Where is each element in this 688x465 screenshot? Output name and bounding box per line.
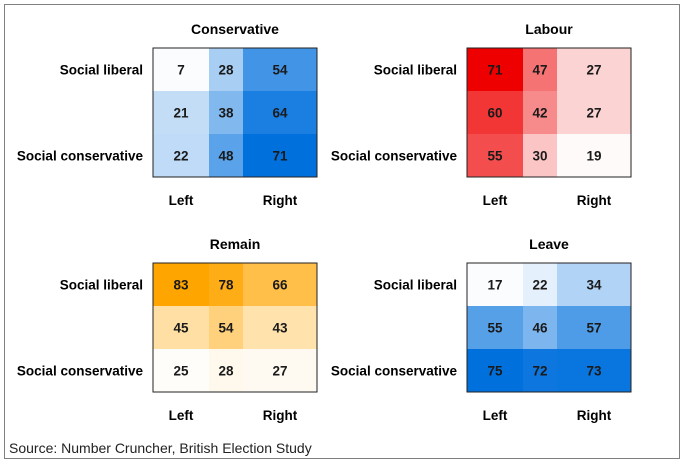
cell-value-conservative: 21: [173, 106, 189, 121]
cell-value-labour: 60: [487, 106, 502, 121]
cell-value-conservative: 38: [218, 106, 234, 121]
cell-value-leave: 75: [487, 364, 503, 379]
heatmap-cell-leave: [557, 263, 631, 306]
cell-value-leave: 55: [487, 321, 503, 336]
row-label: Social liberal: [60, 63, 143, 78]
heatmap-cell-conservative: [209, 48, 243, 91]
col-label: Left: [483, 408, 508, 423]
heatmap-cell-leave: [467, 306, 523, 349]
heatmap-cell-labour: [557, 91, 631, 134]
panel-title-remain: Remain: [210, 236, 261, 252]
cell-value-remain: 54: [218, 321, 234, 336]
heatmap-cell-remain: [209, 306, 243, 349]
heatmap-cell-leave: [557, 349, 631, 392]
row-label: Social conservative: [17, 149, 144, 164]
heatmap-cell-remain: [243, 263, 317, 306]
cell-value-remain: 43: [272, 321, 288, 336]
col-label: Right: [263, 193, 298, 208]
col-label: Left: [169, 193, 194, 208]
heatmap-cell-conservative: [153, 48, 209, 91]
heatmap-cell-labour: [523, 134, 557, 177]
heatmap-cell-labour: [557, 134, 631, 177]
heatmap-cell-remain: [209, 263, 243, 306]
heatmap-cell-labour: [467, 91, 523, 134]
grid-border-remain: [152, 262, 318, 393]
cell-value-labour: 42: [532, 106, 547, 121]
heatmap-cell-leave: [523, 306, 557, 349]
source-note: Source: Number Cruncher, British Electio…: [9, 440, 312, 456]
cell-value-labour: 19: [586, 149, 601, 164]
heatmap-cell-leave: [523, 263, 557, 306]
cell-value-labour: 47: [532, 63, 547, 78]
heatmap-cell-remain: [153, 306, 209, 349]
heatmap-cell-remain: [153, 349, 209, 392]
cell-value-conservative: 71: [272, 149, 288, 164]
cell-value-leave: 46: [532, 321, 548, 336]
cell-value-leave: 22: [532, 278, 547, 293]
cell-value-conservative: 48: [218, 149, 234, 164]
cell-value-leave: 57: [586, 321, 601, 336]
row-label: Social liberal: [374, 278, 457, 293]
heatmap-cell-labour: [467, 48, 523, 91]
cell-value-labour: 27: [586, 106, 601, 121]
cell-value-leave: 17: [487, 278, 502, 293]
cell-value-remain: 66: [272, 278, 288, 293]
grid-border-conservative: [152, 47, 318, 178]
col-label: Left: [483, 193, 508, 208]
cell-value-remain: 45: [173, 321, 189, 336]
cell-value-remain: 78: [218, 278, 234, 293]
heatmap-cell-leave: [523, 349, 557, 392]
grid-border-labour: [466, 47, 632, 178]
cell-value-conservative: 64: [272, 106, 288, 121]
heatmap-cell-labour: [467, 134, 523, 177]
heatmap-cell-conservative: [153, 91, 209, 134]
heatmap-cell-leave: [557, 306, 631, 349]
col-label: Left: [169, 408, 194, 423]
heatmap-cell-remain: [153, 263, 209, 306]
row-label: Social liberal: [60, 278, 143, 293]
cell-value-leave: 34: [586, 278, 602, 293]
panel-title-conservative: Conservative: [191, 21, 279, 37]
col-label: Right: [577, 408, 612, 423]
panel-title-leave: Leave: [529, 236, 569, 252]
heatmap-cell-conservative: [243, 48, 317, 91]
cell-value-conservative: 22: [173, 149, 188, 164]
col-label: Right: [263, 408, 298, 423]
cell-value-leave: 72: [532, 364, 547, 379]
heatmap-cell-remain: [209, 349, 243, 392]
heatmap-cell-conservative: [153, 134, 209, 177]
heatmap-cell-labour: [523, 48, 557, 91]
cell-value-labour: 71: [487, 63, 503, 78]
cell-value-labour: 30: [532, 149, 547, 164]
row-label: Social liberal: [374, 63, 457, 78]
heatmap-cell-conservative: [243, 134, 317, 177]
heatmap-cell-leave: [467, 349, 523, 392]
row-label: Social conservative: [331, 149, 458, 164]
grid-border-leave: [466, 262, 632, 393]
heatmap-cell-conservative: [209, 91, 243, 134]
cell-value-conservative: 28: [218, 63, 234, 78]
cell-value-conservative: 54: [272, 63, 288, 78]
cell-value-labour: 55: [487, 149, 503, 164]
cell-value-leave: 73: [586, 364, 602, 379]
heatmap-cell-conservative: [243, 91, 317, 134]
row-label: Social conservative: [17, 364, 144, 379]
heatmap-cell-remain: [243, 306, 317, 349]
heatmap-cell-remain: [243, 349, 317, 392]
heatmap-cell-leave: [467, 263, 523, 306]
cell-value-labour: 27: [586, 63, 601, 78]
cell-value-remain: 27: [272, 364, 287, 379]
cell-value-remain: 28: [218, 364, 234, 379]
heatmap-cell-labour: [523, 91, 557, 134]
col-label: Right: [577, 193, 612, 208]
panel-title-labour: Labour: [525, 21, 573, 37]
cell-value-remain: 25: [173, 364, 189, 379]
heatmap-cell-conservative: [209, 134, 243, 177]
heatmap-cell-labour: [557, 48, 631, 91]
row-label: Social conservative: [331, 364, 458, 379]
cell-value-conservative: 7: [177, 63, 185, 78]
cell-value-remain: 83: [173, 278, 189, 293]
